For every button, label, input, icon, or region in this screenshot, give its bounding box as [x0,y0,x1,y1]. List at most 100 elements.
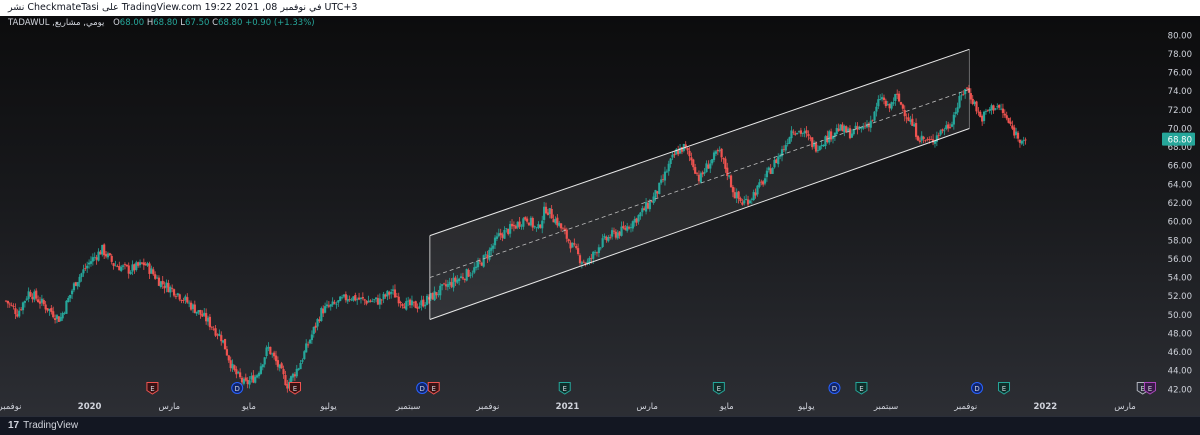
candle-body [280,363,283,369]
candle-body [493,237,497,246]
candle-body [988,109,991,111]
candle-body [142,262,145,266]
candle-body [669,158,672,165]
candle-body [760,181,763,183]
candle-body [55,315,59,319]
candle-body [174,296,178,298]
candle-body [273,352,276,357]
candle-body [46,308,49,311]
candle-body [782,149,786,150]
candle-body [884,100,887,107]
candle-body [456,279,459,283]
candle-body [673,154,676,156]
x-tick-label: 2020 [78,402,102,412]
candle-body [322,308,325,314]
candle-body [507,229,510,235]
candle-body [658,182,661,195]
candle-body [627,227,631,229]
candle-body [121,265,125,267]
candle-body [50,308,53,313]
candle-body [965,87,969,89]
candle-body [948,127,952,128]
candle-body [694,167,697,174]
candle-body [408,299,412,306]
candle-body [229,360,232,369]
candle-body [163,285,166,289]
candle-body [752,191,755,201]
candle-body [186,297,189,303]
candle-body [108,253,111,256]
candle-body [259,366,262,374]
candle-body [69,294,72,299]
candle-body [36,299,40,303]
candle-body [454,277,457,282]
candle-body [40,298,43,303]
candle-body [44,304,47,310]
candle-body [91,257,94,262]
candle-body [724,158,727,169]
candle-body [950,124,954,127]
candle-body [588,257,591,263]
candle-body [939,130,942,135]
y-tick-label: 70.00 [1168,124,1192,134]
candle-body [797,131,801,133]
x-tick-label: نوفمبر [953,402,977,412]
candle-body [816,149,819,151]
candle-body [116,266,119,268]
y-tick-label: 78.00 [1168,50,1192,60]
candle-body [72,283,76,291]
candle-body [239,372,242,378]
candle-body [750,198,753,200]
candle-body [982,111,986,121]
candle-body [560,223,563,229]
candle-body [762,181,765,185]
open-label: O [113,18,120,28]
candle-body [578,255,582,264]
candle-body [188,302,191,304]
candle-body [758,182,761,187]
candle-body [654,190,657,198]
candle-body [42,300,45,305]
candle-body [223,338,227,350]
candle-body [106,253,110,258]
price-chart[interactable]: 42.00 44.00 46.00 48.00 50.00 52.00 54.00 56.00… [0,16,1200,416]
tradingview-logo[interactable]: 17 TradingView [8,420,78,431]
candle-body [520,225,523,227]
candle-body [835,128,838,134]
dividend-marker [231,382,244,394]
candle-body [386,290,389,297]
candle-body [469,274,472,276]
candle-body [631,221,634,229]
candle-body [310,334,313,341]
candle-body [137,262,140,266]
candle-body [225,349,229,356]
candle-body [582,261,585,263]
event-marker-label: E [1148,385,1152,393]
candle-body [1024,139,1027,141]
candle-body [731,186,735,193]
candle-body [308,339,312,344]
candle-body [265,347,268,357]
candle-body [646,202,650,209]
earnings-marker [1144,382,1156,395]
candle-body [57,316,60,322]
candle-body [848,128,852,139]
candle-body [425,295,429,305]
dividend-marker [416,382,429,394]
y-tick-label: 80.00 [1168,31,1192,41]
candle-body [133,264,136,271]
candle-body [739,198,742,202]
candle-body [286,384,289,389]
earnings-marker [289,382,301,395]
y-tick-label: 42.00 [1168,385,1192,395]
candle-body [786,143,789,145]
candle-body [127,265,130,274]
candle-body [490,247,493,251]
candle-body [907,117,910,121]
candle-body [548,208,551,214]
y-tick-label: 68.00 [1168,143,1192,153]
candle-body [463,278,466,280]
last-price-tag [1162,132,1195,146]
candle-body [70,290,74,295]
